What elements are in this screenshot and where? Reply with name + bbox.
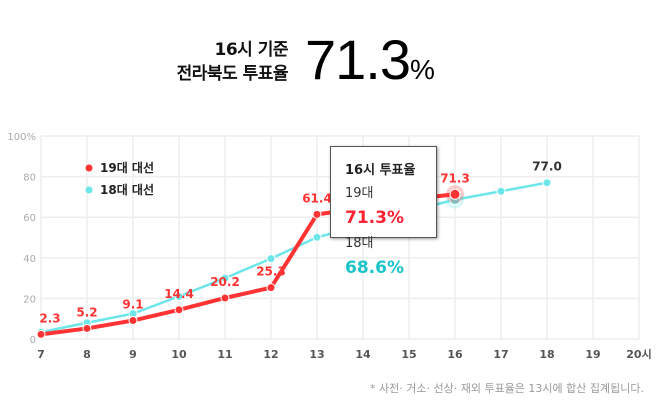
x-tick-label: 12 (263, 348, 278, 361)
x-tick-label: 19 (585, 348, 600, 361)
tooltip-value: 68.6% (345, 258, 404, 278)
header-time: 16시 기준 (214, 40, 289, 60)
data-point (312, 232, 322, 242)
x-tick-label: 14 (355, 348, 371, 361)
tooltip-row-18: 18대 68.6% (345, 232, 436, 282)
turnout-unit: % (410, 54, 435, 85)
data-label: 5.2 (76, 305, 97, 319)
data-point (36, 329, 46, 339)
data-label: 9.1 (122, 298, 143, 312)
header-region: 전라북도 투표율 (176, 64, 289, 84)
data-point (128, 316, 138, 326)
data-point (82, 323, 92, 333)
legend-marker (85, 164, 93, 172)
legend-label: 19대 대선 (100, 160, 154, 175)
data-point (496, 186, 506, 196)
data-label: 14.4 (164, 287, 194, 301)
y-tick-label: 100% (7, 132, 36, 143)
x-tick-label: 9 (129, 348, 137, 361)
data-point (174, 291, 184, 301)
turnout-number: 71.3 (305, 28, 411, 91)
x-tick-label: 11 (217, 348, 232, 361)
data-point (220, 273, 230, 283)
x-tick-label: 18 (539, 348, 554, 361)
data-point (220, 293, 230, 303)
data-label: 71.3 (440, 171, 470, 185)
x-tick-label: 17 (493, 348, 508, 361)
tooltip: 16시 투표율 19대 71.3% 18대 68.6% (330, 146, 437, 278)
data-point (266, 283, 276, 293)
y-tick-label: 20 (23, 294, 36, 305)
data-label: 20.2 (210, 275, 240, 289)
tooltip-title: 16시 투표율 (345, 163, 416, 178)
data-point (449, 188, 461, 200)
x-tick-label: 15 (401, 348, 416, 361)
y-tick-label: 80 (23, 173, 36, 184)
legend-marker (85, 186, 93, 194)
data-point (266, 254, 276, 264)
x-tick-label: 20시 (626, 348, 651, 361)
data-point (174, 305, 184, 315)
data-label: 25.3 (256, 265, 286, 279)
tooltip-value: 71.3% (345, 208, 404, 228)
tooltip-row-19: 19대 71.3% (345, 182, 436, 232)
data-label: 77.0 (532, 160, 562, 174)
x-tick-label: 16 (447, 348, 463, 361)
x-tick-label: 8 (83, 348, 91, 361)
tooltip-label: 19대 (345, 186, 374, 201)
x-tick-label: 7 (37, 348, 45, 361)
data-label: 2.3 (39, 311, 60, 325)
y-tick-label: 40 (23, 254, 36, 265)
tooltip-label: 18대 (345, 236, 374, 251)
header-label: 16시 기준 전라북도 투표율 (176, 38, 289, 86)
turnout-value: 71.3% (305, 28, 435, 102)
legend-label: 18대 대선 (100, 182, 154, 197)
data-point (312, 209, 322, 219)
footnote: * 사전· 거소· 선상· 재외 투표율은 13시에 합산 집계됩니다. (370, 382, 644, 395)
data-label: 61.4 (302, 191, 332, 205)
x-tick-label: 13 (309, 348, 324, 361)
data-point (542, 178, 552, 188)
y-tick-label: 0 (30, 335, 36, 346)
y-tick-label: 60 (23, 213, 36, 224)
x-tick-label: 10 (171, 348, 187, 361)
